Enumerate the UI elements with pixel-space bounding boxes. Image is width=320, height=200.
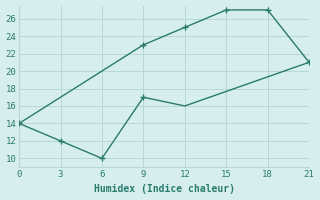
X-axis label: Humidex (Indice chaleur): Humidex (Indice chaleur) [93, 184, 235, 194]
